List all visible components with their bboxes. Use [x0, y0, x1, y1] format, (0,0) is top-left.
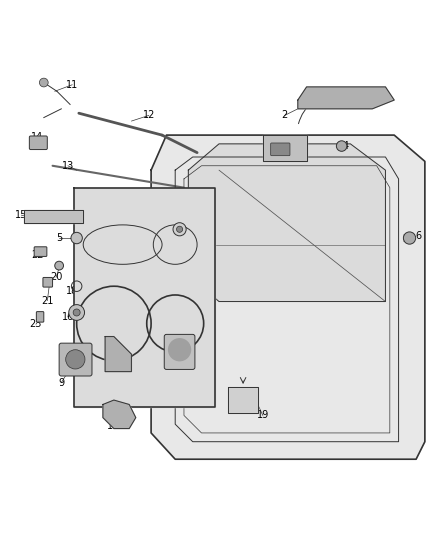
Text: 4: 4 [343, 141, 349, 151]
Polygon shape [74, 188, 215, 407]
Text: 9: 9 [58, 377, 64, 387]
Text: 13: 13 [62, 161, 74, 171]
Text: 18: 18 [66, 286, 78, 296]
Circle shape [177, 226, 183, 232]
Circle shape [39, 78, 48, 87]
Text: 17: 17 [189, 235, 201, 245]
Text: 15: 15 [15, 210, 27, 220]
Text: 3: 3 [268, 136, 275, 147]
Text: 12: 12 [143, 110, 155, 120]
Circle shape [69, 304, 85, 320]
Polygon shape [24, 209, 83, 223]
Polygon shape [228, 387, 258, 413]
Text: 5: 5 [56, 233, 62, 243]
Polygon shape [188, 144, 385, 302]
Circle shape [169, 339, 191, 361]
Text: 20: 20 [50, 272, 62, 282]
FancyBboxPatch shape [164, 334, 195, 369]
FancyBboxPatch shape [36, 312, 44, 322]
FancyBboxPatch shape [34, 247, 47, 256]
Circle shape [73, 309, 80, 316]
Text: 22: 22 [31, 249, 43, 260]
Text: 16: 16 [62, 312, 74, 322]
Polygon shape [298, 87, 394, 109]
Circle shape [336, 141, 347, 151]
Polygon shape [263, 135, 307, 161]
Polygon shape [151, 135, 425, 459]
Text: 2: 2 [282, 110, 288, 120]
Circle shape [71, 232, 82, 244]
Circle shape [66, 350, 85, 369]
Text: 23: 23 [30, 319, 42, 329]
FancyBboxPatch shape [59, 343, 92, 376]
Text: 10: 10 [107, 422, 119, 431]
Circle shape [55, 261, 64, 270]
Circle shape [403, 232, 416, 244]
Text: 1: 1 [356, 88, 362, 99]
Text: 21: 21 [41, 296, 53, 305]
Circle shape [173, 223, 186, 236]
Text: 7: 7 [115, 356, 121, 366]
FancyBboxPatch shape [271, 143, 290, 156]
Text: 14: 14 [31, 132, 43, 142]
Text: 19: 19 [257, 410, 269, 421]
Polygon shape [103, 400, 136, 429]
FancyBboxPatch shape [29, 136, 47, 150]
Polygon shape [105, 336, 131, 372]
Text: 6: 6 [415, 231, 421, 241]
FancyBboxPatch shape [43, 278, 53, 287]
Text: 11: 11 [66, 80, 78, 90]
